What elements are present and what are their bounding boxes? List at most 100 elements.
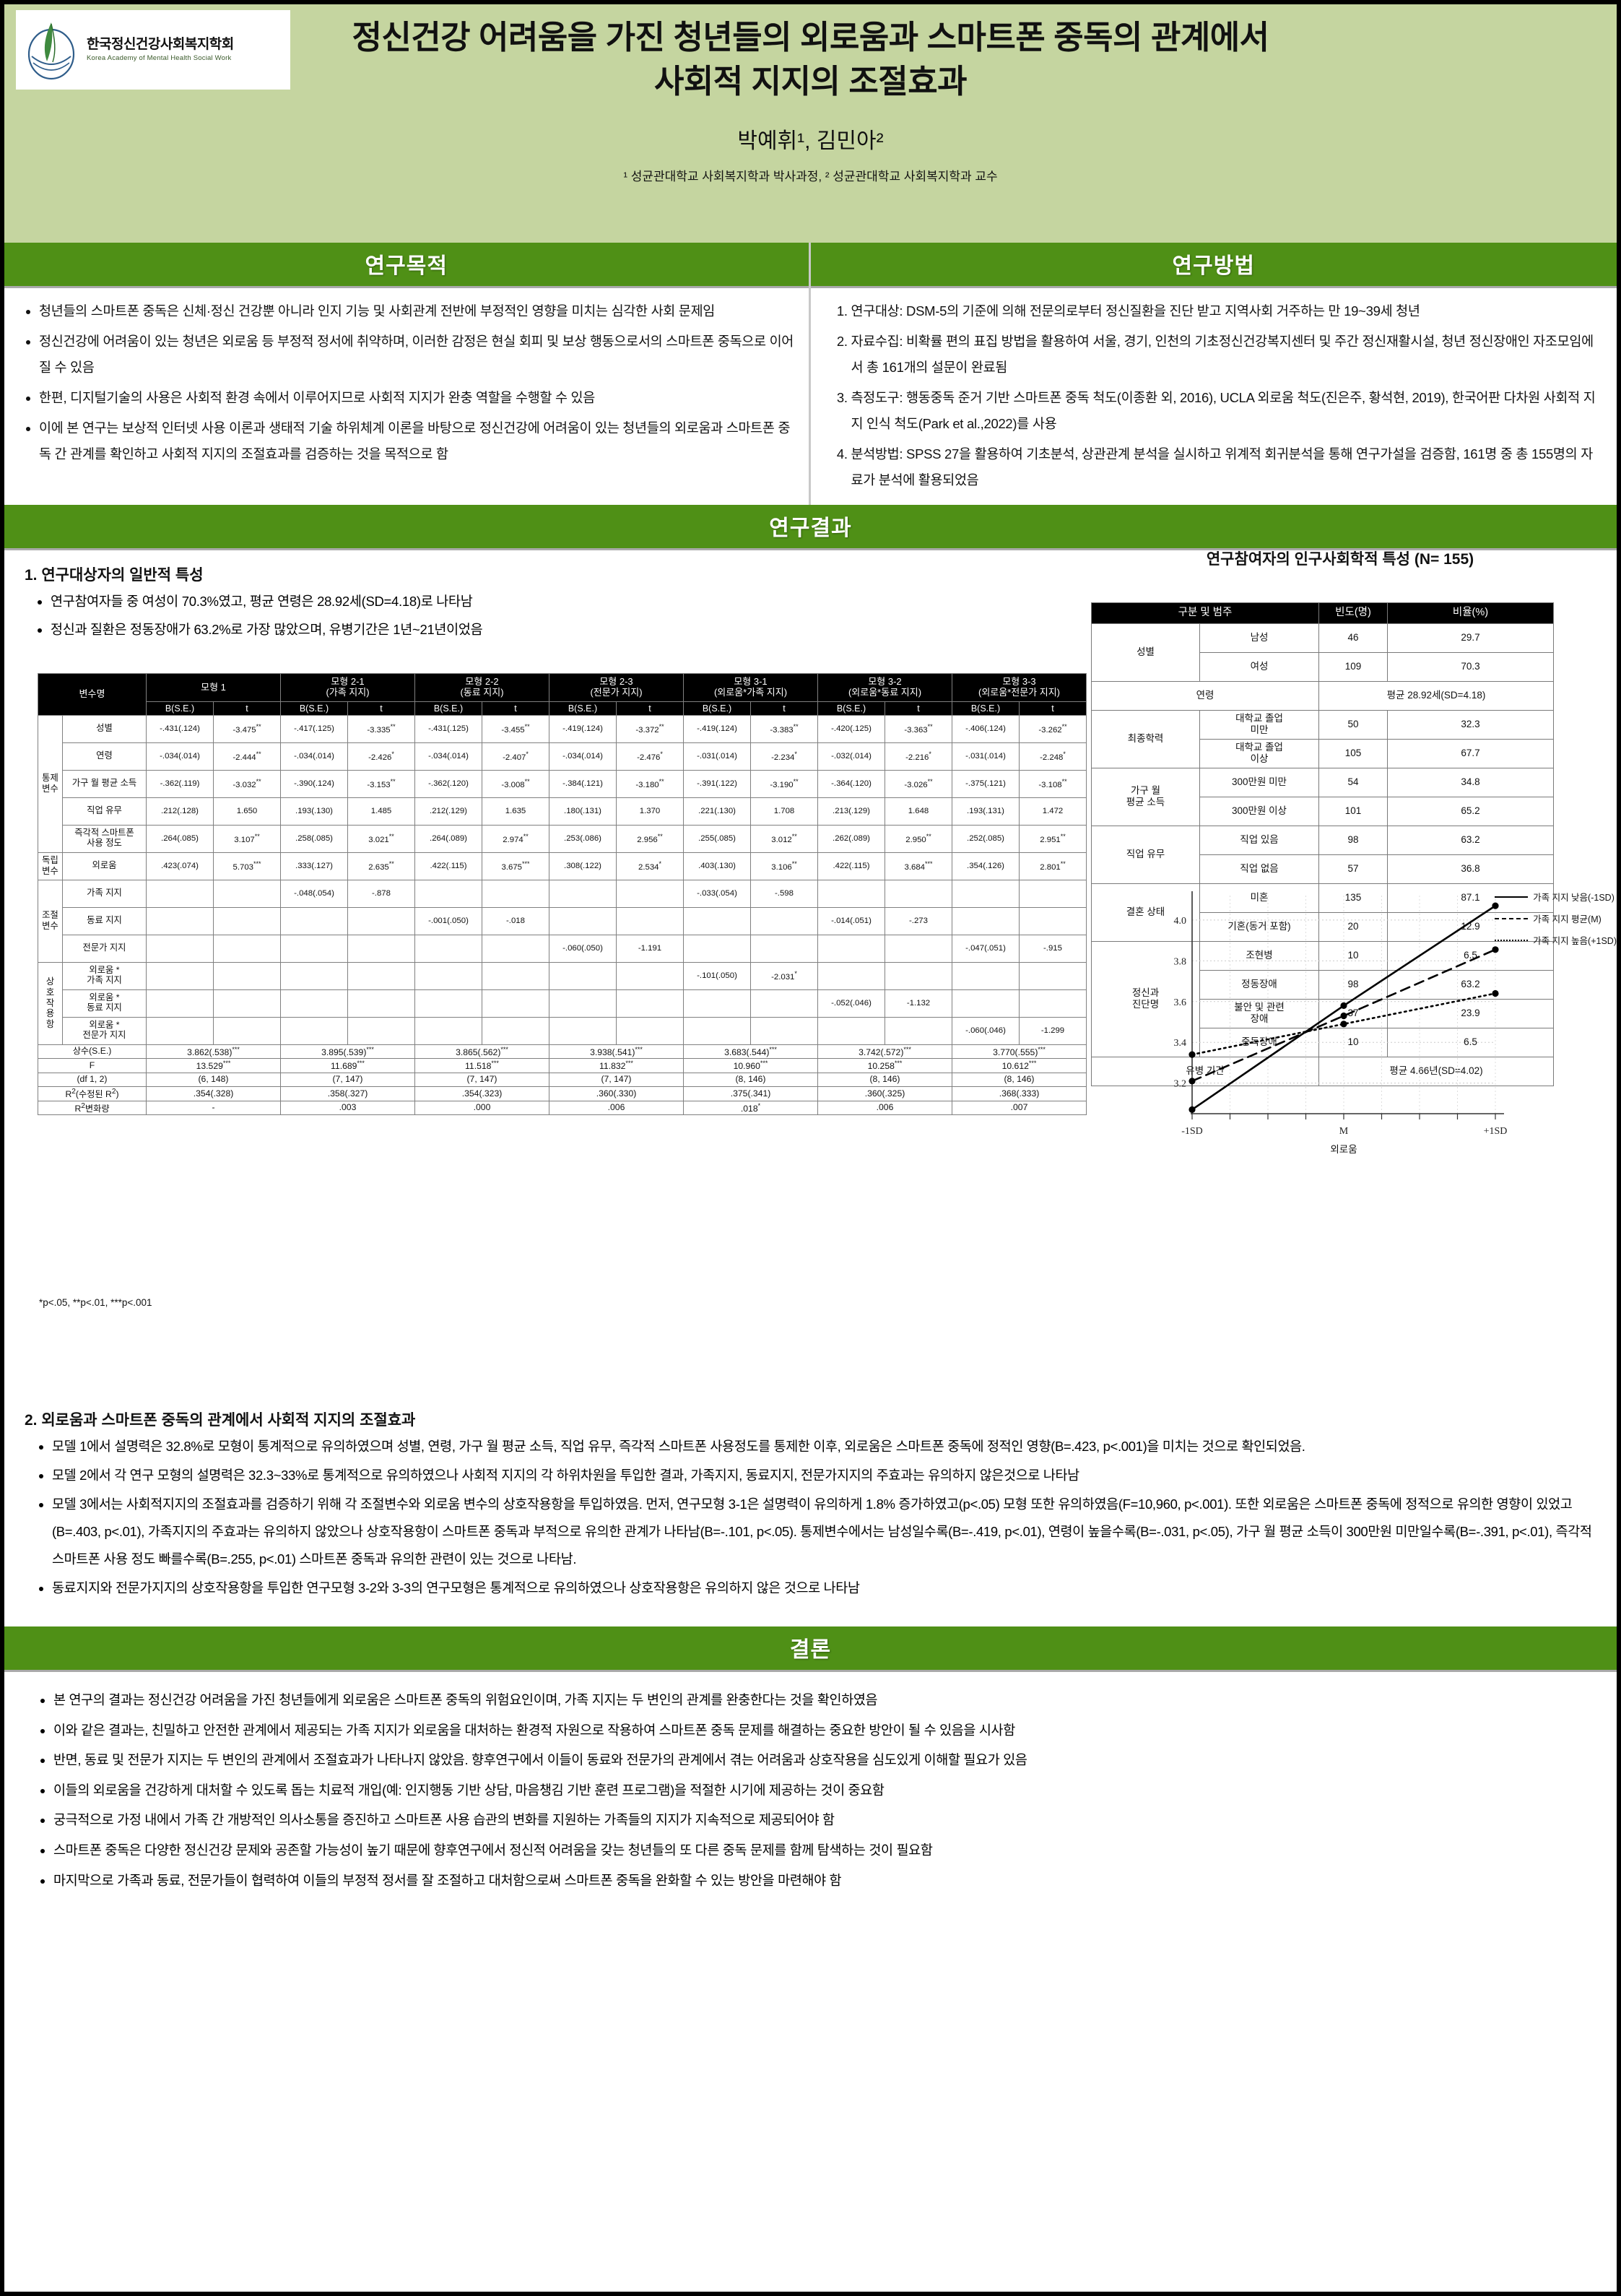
stat-value: .018* <box>683 1100 818 1116</box>
table-cell: -.031(.014) <box>952 742 1020 771</box>
y-tick-label: 3.4 <box>1174 1039 1187 1049</box>
table-cell: -.048(.054) <box>280 879 348 908</box>
demo-percent: 70.3 <box>1387 651 1554 682</box>
legend-swatch <box>1495 896 1529 898</box>
table-cell: -2.248* <box>1019 742 1087 771</box>
x-tick-label: M <box>1339 1126 1349 1137</box>
table-cell: -1.299 <box>1019 1016 1087 1045</box>
table-cell <box>414 989 482 1018</box>
stat-value: .375(.341) <box>683 1086 818 1101</box>
table-cell <box>549 906 617 935</box>
table-cell: 3.107** <box>213 824 281 853</box>
table-row: 독립 변수 외로움 .423(.074) 5.703*** .333(.127) 2.635… <box>38 852 1087 880</box>
table-cell: -.060(.050) <box>549 934 617 963</box>
conclusion-body: 본 연구의 결과는 정신건강 어려움을 가진 청년들에게 외로움은 스마트폰 중… <box>4 1672 1617 1902</box>
table-cell <box>213 1016 281 1045</box>
y-tick-label: 3.2 <box>1174 1079 1187 1090</box>
list-item: 이와 같은 결과는, 친밀하고 안전한 관계에서 제공되는 가족 지지가 외로움… <box>53 1715 1599 1746</box>
table-row: 결혼 상태 미혼 135 87.1 <box>1091 883 1554 942</box>
regression-table: 변수명 모형 1 모형 2-1 (가족 지지) 모형 2-2 (동료 지지) 모형 2-3(… <box>38 673 1087 1116</box>
table-cell <box>817 1016 885 1045</box>
affiliation: ¹ 성균관대학교 사회복지학과 박사과정, ² 성균관대학교 사회복지학과 교수 <box>623 169 998 183</box>
demo-category: 대학교 졸업 미만 <box>1199 709 1319 740</box>
table-cell: .212(.129) <box>414 797 482 826</box>
table-cell: -.034(.014) <box>549 742 617 771</box>
x-tick-label: +1SD <box>1484 1126 1508 1137</box>
table-row: 상 호 작 용 항 외로움 * 가족 지지 -.101(.050) -2.031* <box>38 961 1087 1045</box>
demo-group-label: 성별 <box>1091 623 1200 682</box>
society-logo: 한국정신건강사회복지학회 Korea Academy of Mental Hea… <box>16 10 290 90</box>
table-cell: .422(.115) <box>414 852 482 880</box>
table-cell: 1.708 <box>750 797 818 826</box>
table-row-stat: (df 1, 2) (6, 148) (7, 147) (7, 147) (7, 147… <box>38 1072 1087 1087</box>
table-cell <box>347 989 415 1018</box>
title-line-2: 사회적 지지의 조절효과 <box>653 62 968 100</box>
table-cell <box>616 906 684 935</box>
table-cell: .308(.122) <box>549 852 617 880</box>
table-cell <box>683 989 751 1018</box>
stat-value: 3.770(.555)*** <box>952 1044 1087 1060</box>
conclusion-list: 본 연구의 결과는 정신건강 어려움을 가진 청년들에게 외로움은 스마트폰 중… <box>22 1685 1599 1895</box>
table-row-stat: R2(수정된 R2) .354(.328) .358(.327) .354(.323)… <box>38 1086 1087 1101</box>
interaction-chart-svg: 3.2 3.4 3.6 3.8 4.0 -1SD M +1SD 외로움 <box>1174 891 1508 1155</box>
table-cell <box>952 879 1020 908</box>
table-cell <box>885 1016 952 1045</box>
subheader-bse: B(S.E.) <box>146 701 214 716</box>
demographics-title: 연구참여자의 인구사회학적 특성 (N= 155) <box>1206 551 1474 568</box>
stat-value: (7, 147) <box>549 1072 684 1087</box>
results-body: 1. 연구대상자의 일반적 특성 연구참여자들 중 여성이 70.3%였고, 평… <box>4 550 1617 1403</box>
stat-value: (6, 148) <box>146 1072 281 1087</box>
demo-header-count: 빈도(명) <box>1318 602 1388 624</box>
data-point <box>1340 1002 1347 1010</box>
model-header-2: 모형 2-1 (가족 지지) <box>280 673 415 702</box>
variable-group-label: 통제 변수 <box>38 714 63 853</box>
table-cell: -3.262** <box>1019 714 1087 743</box>
table-cell <box>817 879 885 908</box>
table-cell: 2.801** <box>1019 852 1087 880</box>
conclusion-spacer <box>4 1607 1617 1626</box>
demo-count: 46 <box>1318 623 1388 653</box>
subheader-bse: B(S.E.) <box>549 701 617 716</box>
page-title: 정신건강 어려움을 가진 청년들의 외로움과 스마트폰 중독의 관계에서 사회적… <box>352 16 1269 104</box>
legend-swatch <box>1495 939 1529 941</box>
subheader-t: t <box>750 701 818 716</box>
table-cell: -.364(.120) <box>817 769 885 798</box>
table-cell <box>952 906 1020 935</box>
table-cell: 3.106** <box>750 852 818 880</box>
demo-summary-value: 평균 4.66년(SD=4.02) <box>1318 1056 1554 1086</box>
variable-label: 동료 지지 <box>62 906 147 935</box>
demo-percent: 29.7 <box>1387 623 1554 653</box>
data-point <box>1188 1078 1196 1085</box>
variable-label: 외로움 * 동료 지지 <box>62 989 147 1018</box>
table-cell <box>549 1016 617 1045</box>
table-cell <box>482 961 549 990</box>
model-header-4: 모형 2-3 (전문가 지지) <box>549 673 684 702</box>
table-row: 연령 -.034(.014) -2.444** -.034(.014) -2.426* -… <box>38 742 1087 771</box>
table-cell <box>280 934 348 963</box>
subheader-bse: B(S.E.) <box>414 701 482 716</box>
table-cell: -.362(.120) <box>414 769 482 798</box>
table-row: 직업 유무 .212(.128) 1.650.193(.130) 1.485.212(… <box>38 797 1087 826</box>
table-cell <box>952 961 1020 990</box>
table-cell <box>885 879 952 908</box>
table-cell <box>280 1016 348 1045</box>
demo-count: 98 <box>1318 825 1388 855</box>
list-item: 측정도구: 행동중독 준거 기반 스마트폰 중독 척도(이종환 외, 2016)… <box>851 385 1603 437</box>
table-cell: .193(.131) <box>952 797 1020 826</box>
table-cell <box>549 961 617 990</box>
table-row: 조절 변수 가족 지지 -.048(.054) -.878 -.033(.054) -.59… <box>38 879 1087 963</box>
variable-group-label: 조절 변수 <box>38 879 63 963</box>
stat-value: .360(.330) <box>549 1086 684 1101</box>
table-cell: -.390(.124) <box>280 769 348 798</box>
table-cell <box>817 961 885 990</box>
stat-label: F <box>38 1058 147 1073</box>
table-cell <box>1019 879 1087 908</box>
stat-value: 3.862(.538)*** <box>146 1044 281 1060</box>
table-cell: 3.675*** <box>482 852 549 880</box>
title-banner: 한국정신건강사회복지학회 Korea Academy of Mental Hea… <box>4 4 1617 243</box>
table-row: 즉각적 스마트폰 사용 정도 .264(.085) 3.107** .258(.085)… <box>38 824 1087 853</box>
table-cell <box>683 934 751 963</box>
demo-summary-value: 평균 28.92세(SD=4.18) <box>1318 680 1554 711</box>
list-item: 이들의 외로움을 건강하게 대처할 수 있도록 돕는 치료적 개입(예: 인지행… <box>53 1775 1599 1806</box>
stat-value: (7, 147) <box>280 1072 415 1087</box>
